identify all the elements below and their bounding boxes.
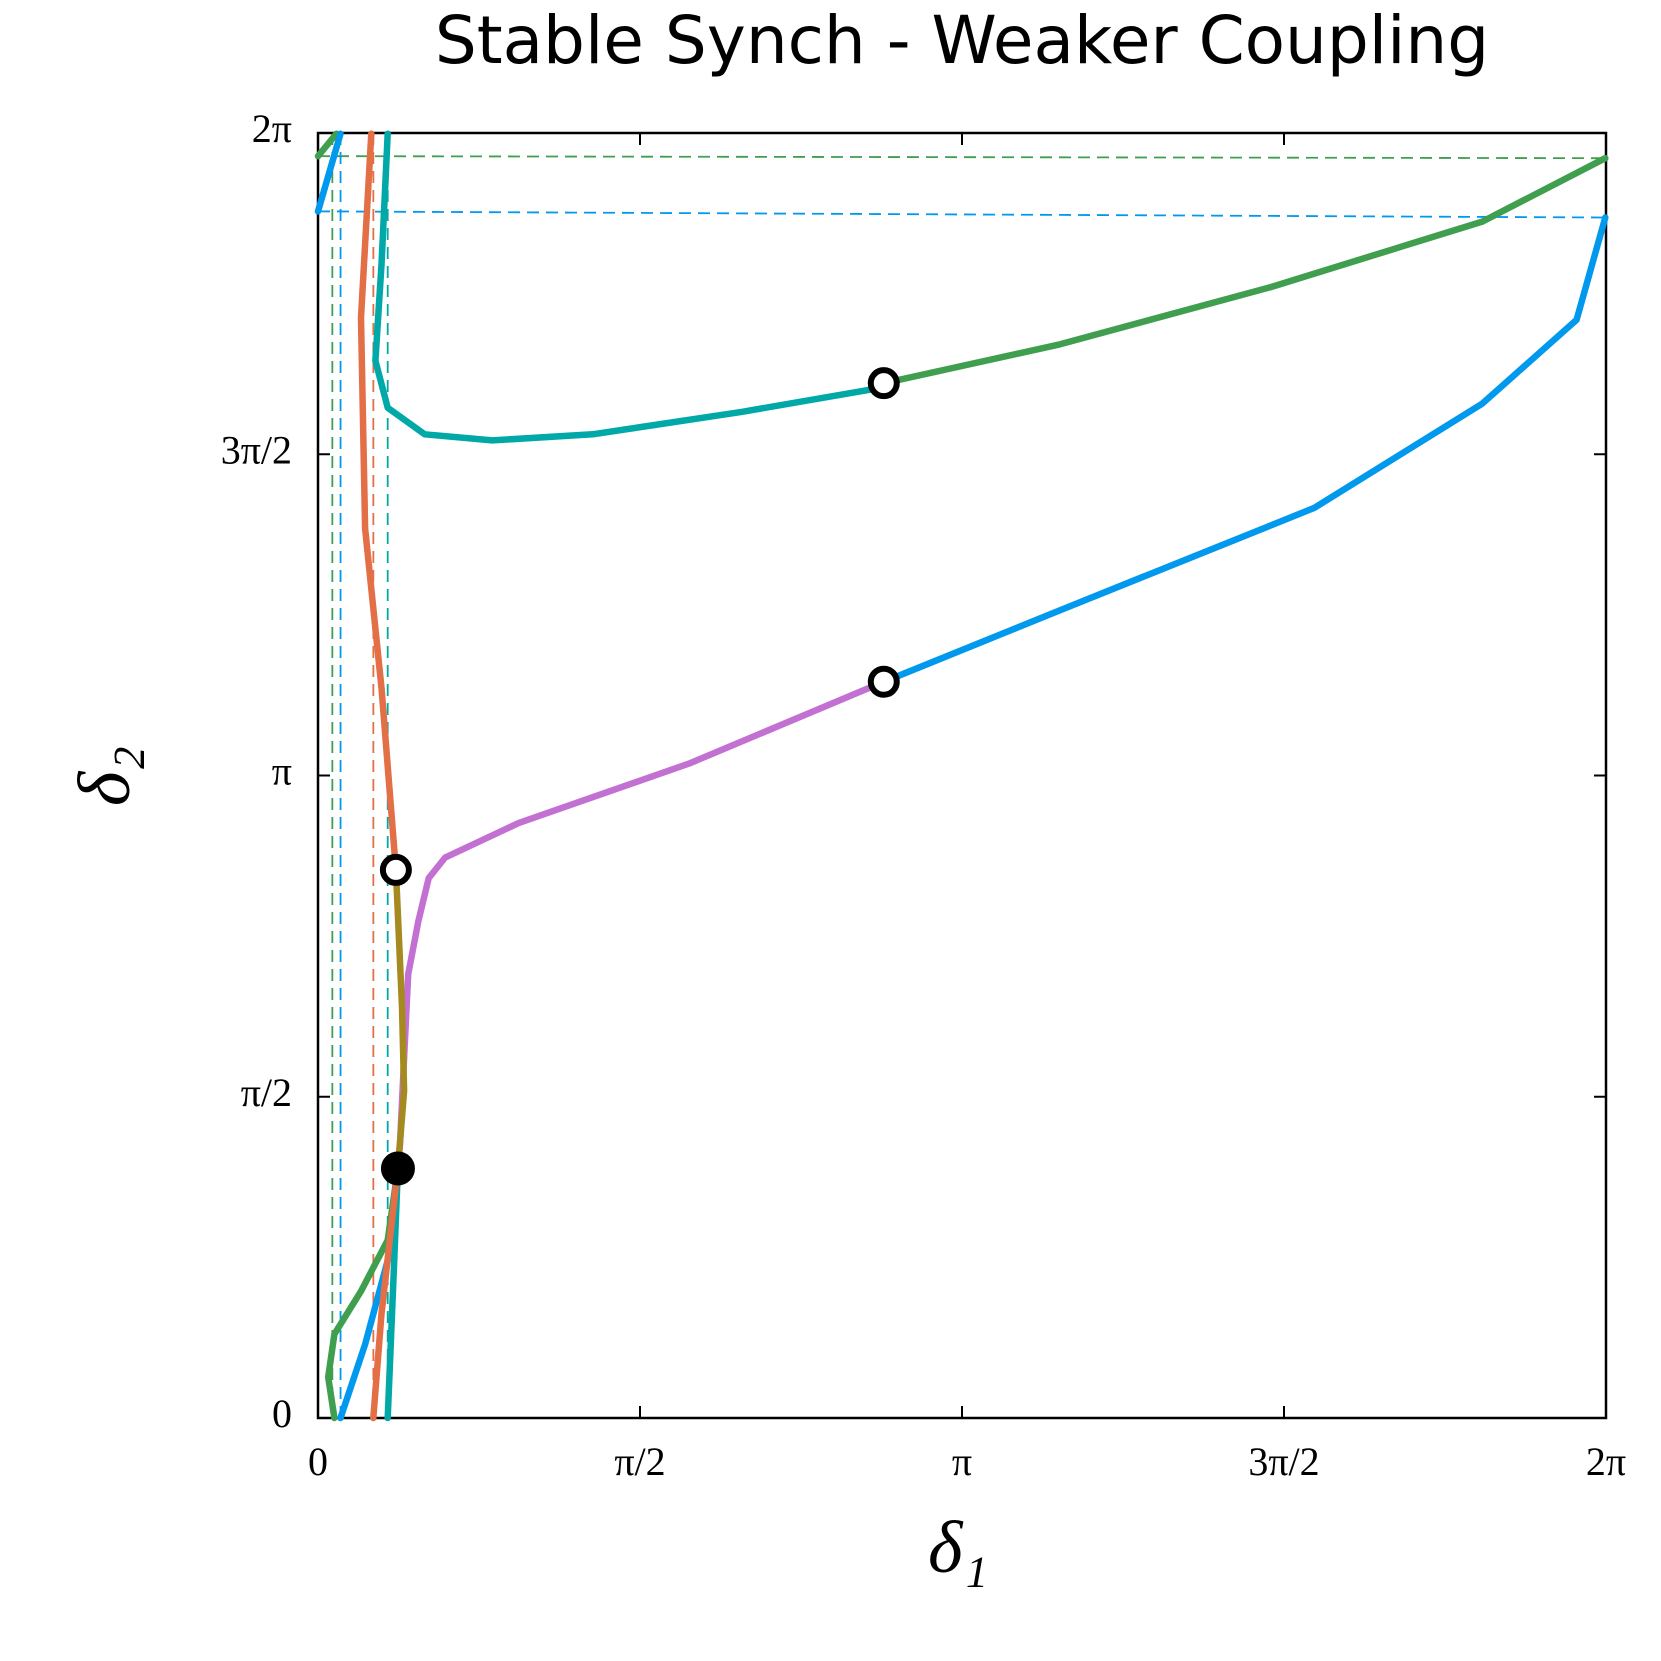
unstable-point xyxy=(379,853,412,886)
x-axis-label: δ₁ xyxy=(928,1507,988,1589)
guide-line xyxy=(317,210,1606,219)
x-tick-label: π/2 xyxy=(614,1439,665,1484)
guide-line xyxy=(317,155,1606,160)
trajectory xyxy=(314,130,1609,387)
y-tick-label: π/2 xyxy=(241,1070,292,1115)
y-axis-label: δ₂ xyxy=(64,746,146,806)
plot-frame xyxy=(316,131,1608,1420)
trajectory xyxy=(392,866,408,1172)
y-tick-label: 3π/2 xyxy=(221,427,292,472)
unstable-point xyxy=(867,665,900,698)
trajectory xyxy=(357,130,402,1422)
y-tick-label: 0 xyxy=(272,1391,292,1436)
trajectory xyxy=(394,678,888,1172)
x-tick-label: 2π xyxy=(1586,1439,1626,1484)
y-tick-label: π xyxy=(272,749,292,794)
trajectory xyxy=(314,130,1609,1422)
x-tick-label: 3π/2 xyxy=(1248,1439,1319,1484)
x-tick-label: π xyxy=(952,1439,972,1484)
unstable-point xyxy=(867,367,900,400)
y-tick-label: 2π xyxy=(252,106,292,151)
trajectory xyxy=(372,130,888,1422)
x-tick-label: 0 xyxy=(308,1439,328,1484)
stable-point xyxy=(380,1151,415,1186)
chart-title: Stable Synch - Weaker Coupling xyxy=(435,2,1489,79)
